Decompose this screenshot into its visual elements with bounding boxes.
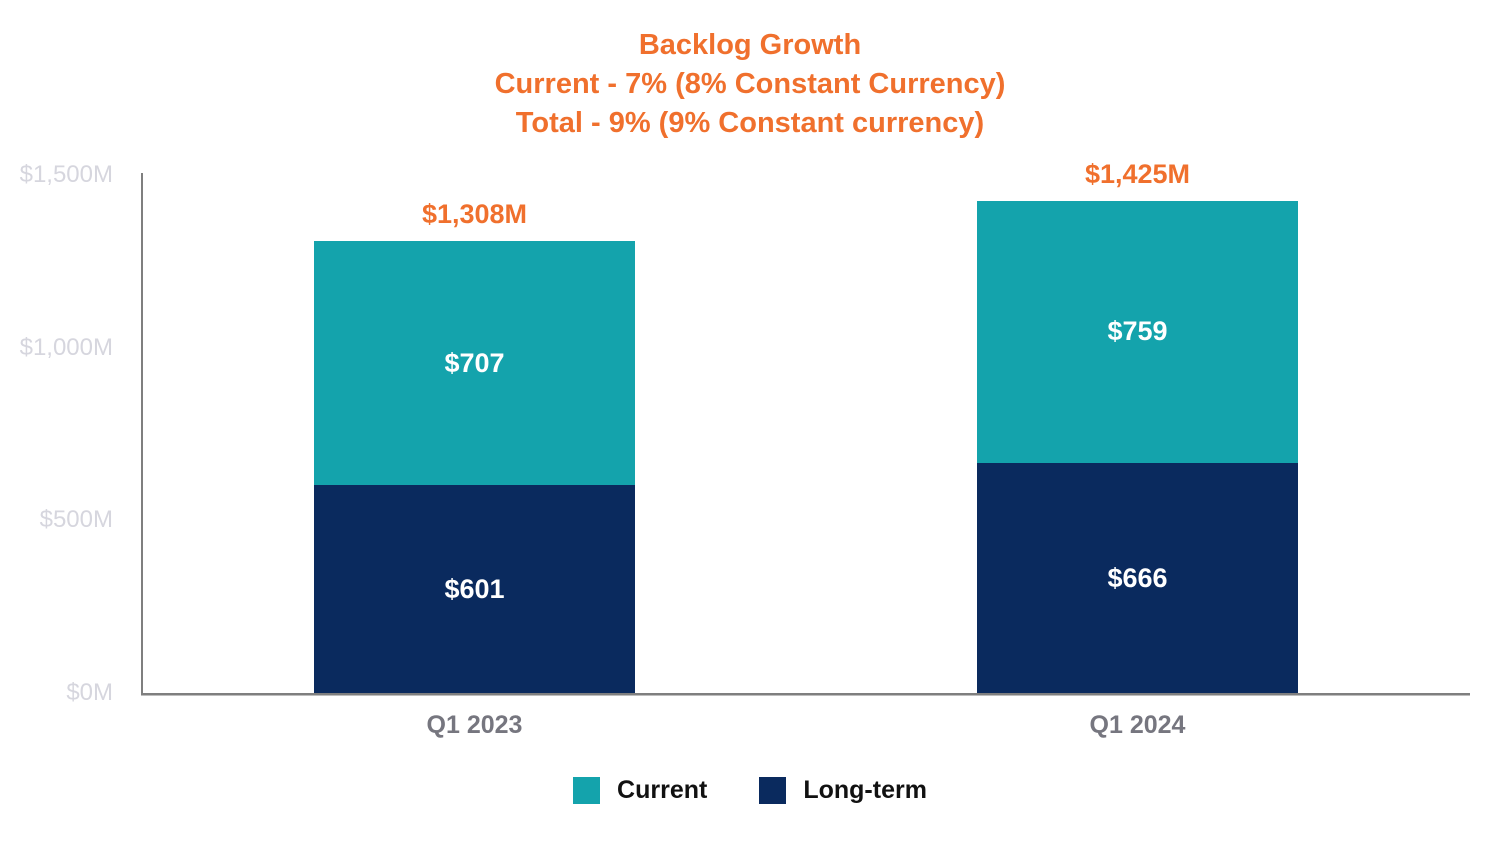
y-tick-label: $500M xyxy=(39,506,113,534)
current-series-swatch xyxy=(573,777,601,804)
bar-q1-2023: $601 $707 xyxy=(314,241,635,693)
chart-title: Backlog Growth Current - 7% (8% Constant… xyxy=(0,26,1500,143)
segment-value-label: $759 xyxy=(1107,316,1168,347)
legend: Current Long-term xyxy=(0,776,1500,805)
legend-label-long-term: Long-term xyxy=(803,776,927,804)
current-segment: $759 xyxy=(977,200,1298,464)
x-axis-line xyxy=(141,693,1470,696)
chart-title-line3: Total - 9% (9% Constant currency) xyxy=(515,107,985,139)
bar-total-label: $1,425M xyxy=(1084,158,1191,189)
segment-value-label: $707 xyxy=(444,347,505,378)
long-term-series-swatch xyxy=(759,777,787,804)
segment-value-label: $601 xyxy=(444,573,505,604)
x-tick-label: Q1 2024 xyxy=(1089,711,1186,739)
segment-value-label: $666 xyxy=(1107,562,1168,593)
legend-item-long-term: Long-term xyxy=(759,776,927,805)
legend-label-current: Current xyxy=(617,776,708,804)
chart-title-line1: Backlog Growth xyxy=(638,29,862,61)
bar-total-label: $1,308M xyxy=(421,199,528,230)
y-tick-label: $1,500M xyxy=(19,161,113,188)
y-axis-line xyxy=(141,173,143,693)
chart-title-line2: Current - 7% (8% Constant Currency) xyxy=(494,68,1006,100)
legend-item-current: Current xyxy=(573,776,707,805)
x-tick-label: Q1 2023 xyxy=(426,711,523,739)
current-segment: $707 xyxy=(314,241,635,486)
bar-q1-2024: $666 $759 xyxy=(977,200,1298,693)
y-tick-label: $1,000M xyxy=(19,333,113,361)
plot-area: $0M $500M $1,000M $1,500M $601 $707 $1,308M $6… xyxy=(20,159,1470,739)
long-term-segment: $601 xyxy=(314,485,635,693)
long-term-segment: $666 xyxy=(977,463,1298,693)
y-tick-label: $0M xyxy=(66,679,113,706)
